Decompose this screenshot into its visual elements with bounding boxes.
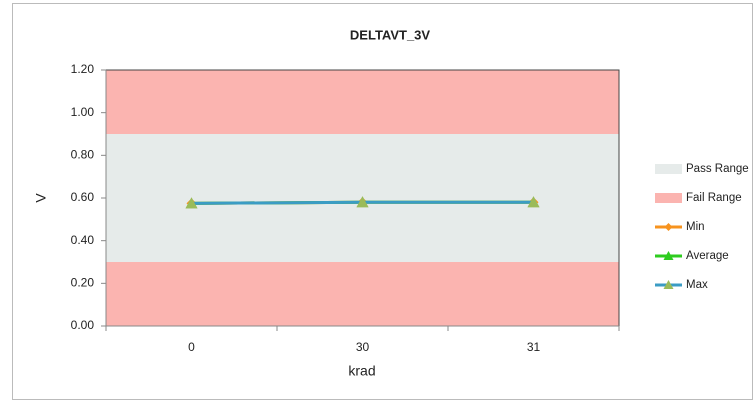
x-tick-label: 31 xyxy=(527,340,541,354)
y-tick-label: 0.40 xyxy=(71,233,95,247)
x-tick-label: 30 xyxy=(356,340,370,354)
data-point xyxy=(356,196,369,208)
y-tick-label: 0.20 xyxy=(71,276,95,290)
legend-marker xyxy=(663,251,674,260)
chart-title: DELTAVT_3V xyxy=(350,27,431,42)
legend-swatch xyxy=(655,164,682,174)
x-axis-title: krad xyxy=(348,363,375,379)
y-tick-label: 0.80 xyxy=(71,148,95,162)
legend-label: Fail Range xyxy=(686,192,742,204)
y-tick-label: 1.20 xyxy=(71,62,95,76)
y-tick-label: 1.00 xyxy=(71,105,95,119)
y-tick-label: 0.60 xyxy=(71,190,95,204)
range-band xyxy=(106,262,619,326)
y-tick-label: 0.00 xyxy=(71,318,95,332)
data-point xyxy=(185,197,198,209)
data-point xyxy=(527,196,540,208)
legend-label: Pass Range xyxy=(686,163,749,175)
y-axis-title: V xyxy=(33,193,49,203)
legend-swatch xyxy=(655,193,682,203)
legend-label: Min xyxy=(686,221,705,233)
range-band xyxy=(106,70,619,134)
legend-label: Max xyxy=(686,279,708,291)
legend-label: Average xyxy=(686,250,729,262)
x-tick-label: 0 xyxy=(188,340,195,354)
legend-marker xyxy=(663,280,674,289)
legend-marker xyxy=(664,223,673,231)
